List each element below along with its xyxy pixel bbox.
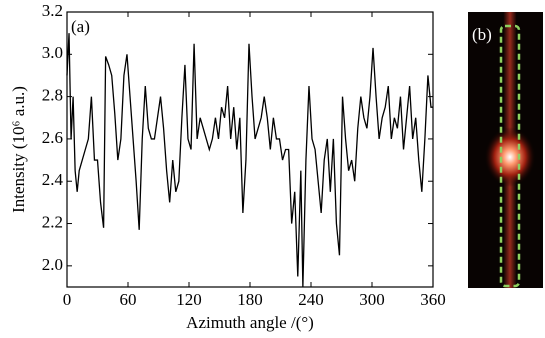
line — [67, 33, 433, 287]
image-panel — [468, 12, 543, 288]
y-tick-label: 2.2 — [42, 212, 63, 231]
x-tick-label: 180 — [237, 290, 263, 309]
x-tick-label: 120 — [176, 290, 202, 309]
y-tick-label: 3.0 — [42, 43, 63, 62]
y-tick-label: 2.4 — [42, 170, 64, 189]
y-tick-label: 2.8 — [42, 86, 63, 105]
x-tick-label: 0 — [63, 290, 72, 309]
x-axis-label: Azimuth angle /(°) — [186, 313, 314, 332]
panel-label: (b) — [472, 25, 492, 44]
x-tick-label: 60 — [120, 290, 137, 309]
y-tick-label: 3.2 — [42, 1, 63, 20]
figure: (b) 2.0 2.2 2.4 2.6 2.8 3.0 3.2 0 60 120 180 240 300… — [0, 0, 545, 338]
x-tick-label: 300 — [359, 290, 385, 309]
y-axis-label: Intensity (10⁶ a.u.) — [9, 86, 28, 213]
y-tick-label: 2.0 — [42, 255, 63, 274]
panel-label: (a) — [71, 17, 90, 36]
x-tick-label: 360 — [420, 290, 446, 309]
y-tick-label: 2.6 — [42, 128, 63, 147]
x-tick-label: 240 — [298, 290, 324, 309]
